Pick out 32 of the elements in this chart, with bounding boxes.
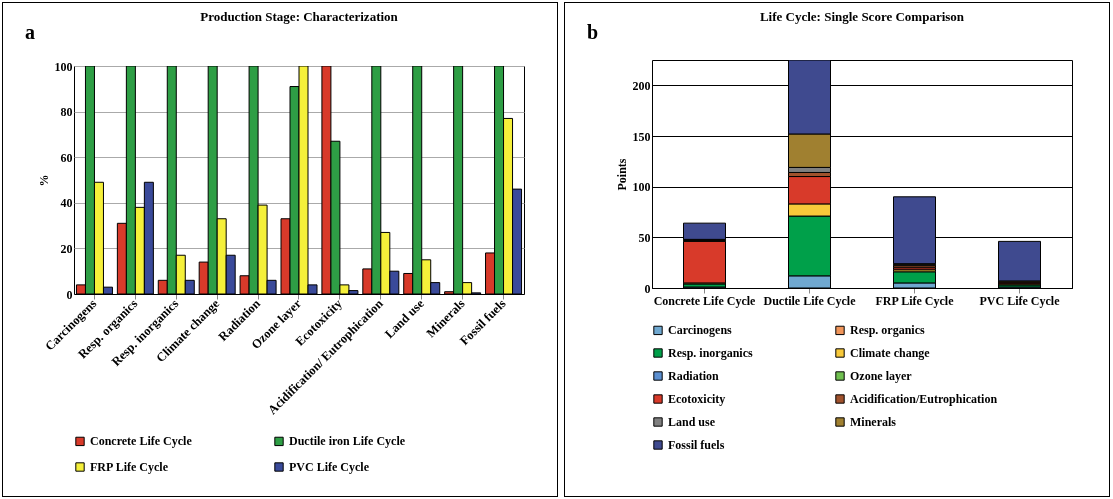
y-tick-label: 40 [60, 196, 73, 211]
y-tick-label: 0 [66, 287, 73, 302]
y-axis-title: Points [614, 158, 629, 191]
y-tick-label: 100 [632, 180, 651, 195]
legend-label: FRP Life Cycle [90, 460, 169, 474]
y-tick-label: 150 [632, 129, 651, 144]
chart-title: Life Cycle: Single Score Comparison [759, 9, 965, 24]
legend-label: Ozone layer [850, 369, 913, 383]
x-tick-label: PVC Life Cycle [979, 293, 1061, 308]
x-tick-label: Ductile Life Cycle [763, 293, 857, 308]
legend-label: Fossil fuels [668, 438, 725, 452]
y-tick-label: 20 [60, 241, 73, 256]
x-tick-label: Concrete Life Cycle [653, 293, 757, 308]
legend-label: Acidification/Eutrophication [850, 392, 998, 406]
y-tick-label: 200 [632, 78, 651, 93]
legend-label: Ductile iron Life Cycle [289, 434, 406, 449]
y-tick-label: 60 [60, 150, 73, 165]
chart-title: Production Stage: Characterization [200, 9, 399, 24]
legend-label: Ecotoxicity [668, 392, 726, 406]
y-tick-label: 0 [644, 281, 651, 296]
y-tick-label: 80 [60, 105, 73, 120]
legend-label: Radiation [668, 369, 719, 383]
legend-label: Minerals [850, 415, 897, 429]
text: a [25, 21, 35, 44]
x-tick-label: FRP Life Cycle [875, 293, 955, 308]
y-axis-title: % [36, 174, 51, 187]
legend-label: Concrete Life Cycle [90, 434, 193, 449]
text: b [587, 21, 599, 44]
legend-label: Land use [668, 415, 716, 429]
legend-label: PVC Life Cycle [289, 460, 370, 474]
y-tick-label: 100 [54, 59, 73, 74]
y-tick-label: 50 [638, 230, 651, 245]
